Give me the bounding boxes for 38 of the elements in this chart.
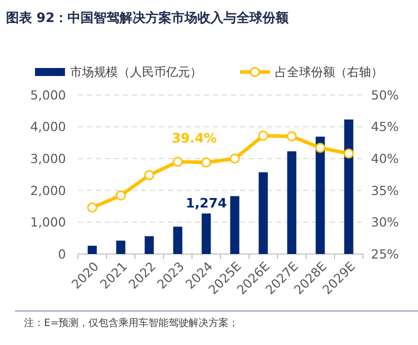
bar <box>316 136 325 254</box>
bar <box>202 213 211 254</box>
bar <box>258 172 268 254</box>
bar <box>116 240 126 254</box>
bar <box>287 151 296 254</box>
y-tick-label: 4,000 <box>30 119 66 134</box>
data-label: 39.4% <box>172 131 217 146</box>
legend-label: 占全球份额（右轴） <box>275 65 383 80</box>
y-tick-label: 2,000 <box>30 182 66 198</box>
y-tick-label: 1,000 <box>30 214 66 230</box>
text: 注：E=预测，仅包含乘用车智能驾驶解决方案； <box>24 317 239 329</box>
y2-tick-label: 50% <box>371 87 399 102</box>
point <box>87 202 98 213</box>
y-tick-label: 0 <box>58 246 66 262</box>
y2-tick-label: 45% <box>371 119 399 134</box>
point <box>286 131 297 142</box>
bar <box>88 246 97 254</box>
y2-tick-label: 40% <box>371 150 399 166</box>
point <box>258 130 268 141</box>
point <box>230 154 240 164</box>
point <box>116 190 126 201</box>
y-tick-label: 5,000 <box>30 87 66 102</box>
chart-title: 图表 92：中国智驾解决方案市场收入与全球份额 <box>6 10 290 26</box>
y2-tick-label: 35% <box>371 182 399 198</box>
bar <box>144 236 154 254</box>
y2-tick-label: 30% <box>371 214 399 230</box>
y-tick-label: 3,000 <box>30 150 66 166</box>
legend-label: 市场规模（人民币亿元） <box>70 65 202 80</box>
data-label: 1,274 <box>186 196 227 212</box>
point <box>201 157 212 168</box>
point <box>344 148 354 159</box>
bar <box>230 196 240 254</box>
point <box>315 142 326 153</box>
y2-tick-label: 25% <box>371 246 399 262</box>
point <box>172 156 183 167</box>
bar <box>344 119 354 254</box>
point <box>144 170 154 180</box>
bar <box>173 226 182 254</box>
